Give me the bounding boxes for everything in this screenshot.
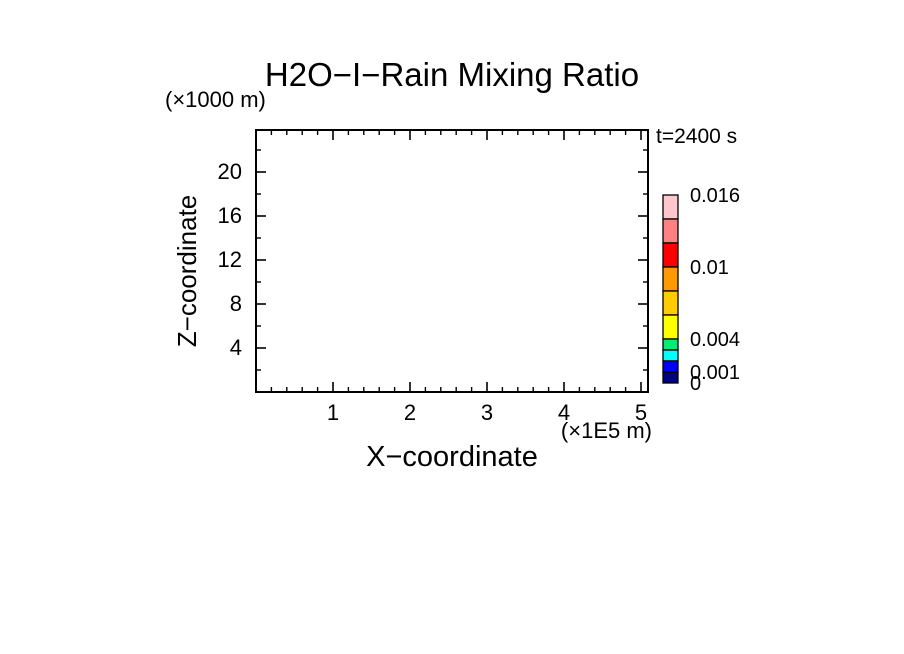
svg-text:4: 4: [558, 400, 570, 425]
svg-text:X−coordinate: X−coordinate: [366, 441, 538, 473]
svg-text:1: 1: [327, 400, 339, 425]
svg-text:3: 3: [481, 400, 493, 425]
svg-text:H2O−I−Rain Mixing Ratio: H2O−I−Rain Mixing Ratio: [265, 56, 639, 93]
svg-text:0: 0: [690, 373, 701, 395]
svg-text:12: 12: [218, 247, 242, 272]
svg-text:0.016: 0.016: [690, 185, 740, 207]
svg-text:16: 16: [218, 203, 242, 228]
svg-text:0.004: 0.004: [690, 329, 740, 351]
svg-text:0.01: 0.01: [690, 257, 729, 279]
svg-text:4: 4: [230, 335, 242, 360]
svg-text:8: 8: [230, 291, 242, 316]
svg-text:2: 2: [404, 400, 416, 425]
svg-text:Z−coordinate: Z−coordinate: [172, 195, 202, 347]
svg-text:t=2400 s: t=2400 s: [656, 125, 737, 148]
svg-text:20: 20: [218, 159, 242, 184]
svg-text:5: 5: [635, 400, 647, 425]
svg-text:(×1000 m): (×1000 m): [165, 87, 266, 112]
